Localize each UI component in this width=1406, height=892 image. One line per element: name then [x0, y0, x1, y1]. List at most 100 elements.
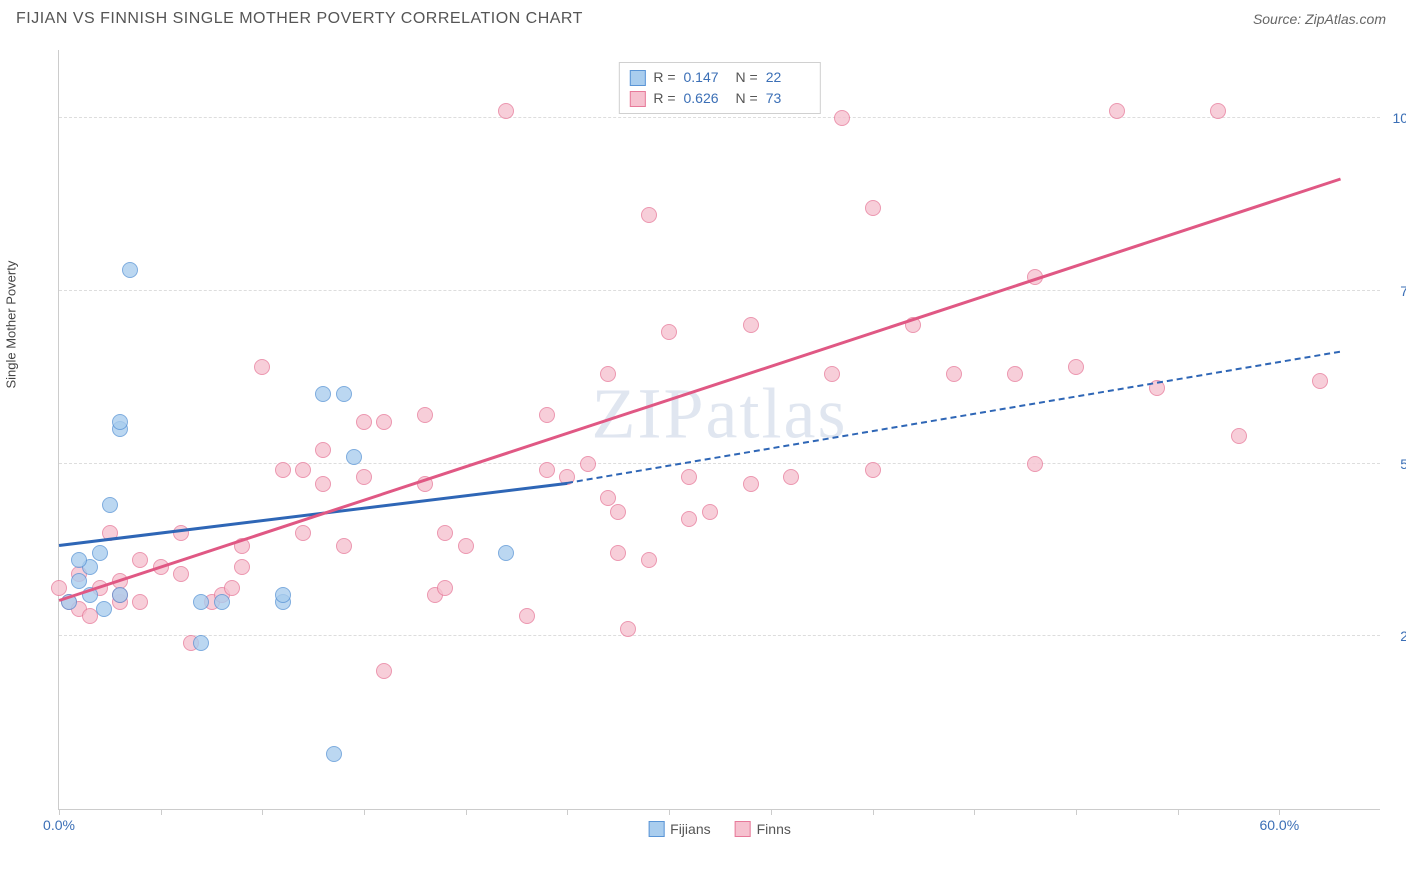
point-finns — [224, 580, 240, 596]
swatch-fijians — [648, 821, 664, 837]
point-finns — [661, 324, 677, 340]
swatch-finns — [735, 821, 751, 837]
y-tick-label: 50.0% — [1400, 456, 1406, 472]
point-finns — [295, 525, 311, 541]
x-tick — [364, 809, 365, 815]
x-tick — [1279, 809, 1280, 815]
point-finns — [173, 525, 189, 541]
swatch-finns — [629, 91, 645, 107]
stats-row-finns: R = 0.626 N = 73 — [629, 88, 809, 109]
point-finns — [376, 663, 392, 679]
point-finns — [580, 456, 596, 472]
point-fijians — [275, 587, 291, 603]
gridline — [59, 117, 1380, 118]
series-legend: Fijians Finns — [648, 821, 791, 837]
point-finns — [173, 566, 189, 582]
x-tick — [1178, 809, 1179, 815]
point-finns — [620, 621, 636, 637]
point-finns — [132, 552, 148, 568]
x-tick — [161, 809, 162, 815]
point-finns — [376, 414, 392, 430]
point-finns — [865, 462, 881, 478]
point-finns — [315, 442, 331, 458]
y-tick-label: 25.0% — [1400, 628, 1406, 644]
source-label: Source: ZipAtlas.com — [1253, 11, 1386, 27]
point-finns — [865, 200, 881, 216]
y-tick-label: 100.0% — [1393, 110, 1406, 126]
point-finns — [336, 538, 352, 554]
stats-row-fijians: R = 0.147 N = 22 — [629, 67, 809, 88]
x-tick — [466, 809, 467, 815]
point-finns — [234, 559, 250, 575]
point-fijians — [498, 545, 514, 561]
point-finns — [539, 462, 555, 478]
point-fijians — [336, 386, 352, 402]
gridline — [59, 463, 1380, 464]
legend-label-finns: Finns — [757, 821, 791, 837]
x-tick — [771, 809, 772, 815]
point-finns — [437, 525, 453, 541]
gridline — [59, 635, 1380, 636]
x-tick — [873, 809, 874, 815]
watermark: ZIPatlas — [592, 373, 848, 456]
point-fijians — [193, 594, 209, 610]
x-tick — [669, 809, 670, 815]
n-value-fijians: 22 — [766, 67, 810, 88]
point-finns — [1312, 373, 1328, 389]
point-fijians — [193, 635, 209, 651]
gridline — [59, 290, 1380, 291]
point-finns — [51, 580, 67, 596]
point-finns — [1007, 366, 1023, 382]
legend-item-finns: Finns — [735, 821, 791, 837]
point-fijians — [326, 746, 342, 762]
y-tick-label: 75.0% — [1400, 283, 1406, 299]
x-tick-label: 60.0% — [1259, 817, 1299, 833]
x-tick — [262, 809, 263, 815]
chart-container: Single Mother Poverty ZIPatlas R = 0.147… — [16, 40, 1390, 850]
r-value-finns: 0.626 — [684, 88, 728, 109]
point-finns — [681, 469, 697, 485]
point-finns — [681, 511, 697, 527]
point-fijians — [112, 414, 128, 430]
regression-finns — [59, 178, 1341, 602]
point-finns — [610, 504, 626, 520]
point-finns — [610, 545, 626, 561]
chart-title: FIJIAN VS FINNISH SINGLE MOTHER POVERTY … — [16, 10, 583, 28]
point-finns — [1231, 428, 1247, 444]
x-tick — [974, 809, 975, 815]
x-tick-label: 0.0% — [43, 817, 75, 833]
point-finns — [946, 366, 962, 382]
point-finns — [356, 469, 372, 485]
point-finns — [295, 462, 311, 478]
point-finns — [437, 580, 453, 596]
point-finns — [834, 110, 850, 126]
point-finns — [743, 317, 759, 333]
r-label: R = — [653, 88, 675, 109]
point-fijians — [122, 262, 138, 278]
legend-item-fijians: Fijians — [648, 821, 710, 837]
point-finns — [458, 538, 474, 554]
n-label: N = — [736, 88, 758, 109]
point-fijians — [102, 497, 118, 513]
point-fijians — [315, 386, 331, 402]
stats-legend: R = 0.147 N = 22 R = 0.626 N = 73 — [618, 62, 820, 114]
plot-area: ZIPatlas R = 0.147 N = 22 R = 0.626 N = … — [58, 50, 1380, 810]
point-finns — [743, 476, 759, 492]
n-value-finns: 73 — [766, 88, 810, 109]
x-tick — [1076, 809, 1077, 815]
n-label: N = — [736, 67, 758, 88]
x-tick — [59, 809, 60, 815]
point-finns — [641, 552, 657, 568]
point-fijians — [112, 587, 128, 603]
r-value-fijians: 0.147 — [684, 67, 728, 88]
point-finns — [315, 476, 331, 492]
point-finns — [132, 594, 148, 610]
point-finns — [498, 103, 514, 119]
legend-label-fijians: Fijians — [670, 821, 710, 837]
point-fijians — [71, 573, 87, 589]
point-fijians — [92, 545, 108, 561]
point-finns — [641, 207, 657, 223]
point-finns — [519, 608, 535, 624]
point-finns — [600, 366, 616, 382]
point-finns — [702, 504, 718, 520]
